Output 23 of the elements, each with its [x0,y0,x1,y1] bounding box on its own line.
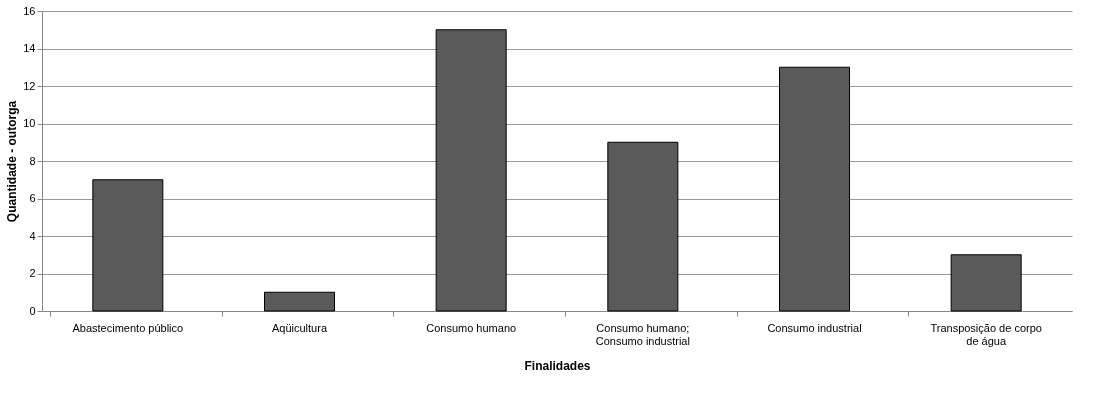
y-tick-label: 4 [29,229,36,242]
y-tick-label: 6 [29,192,36,204]
y-tick-label: 8 [29,154,36,167]
x-tick-label: Aqüicultura [271,321,328,334]
bar [435,29,507,312]
bar [607,141,679,312]
bar [950,254,1022,312]
y-tick-label: 12 [23,79,36,92]
x-tick-label: Consumo industrial [767,321,862,334]
x-tick-label: Consumo humano [426,321,517,334]
y-tick-label: 2 [29,267,36,279]
y-tick-label: 10 [23,117,36,129]
x-axis-title: Finalidades [524,358,591,373]
y-axis-title: Quantidade - outorga [5,100,20,223]
bar [779,66,850,312]
bar [264,291,335,312]
x-tick-label: Consumo humano; Consumo industrial [595,321,690,347]
y-tick-label: 14 [23,42,36,54]
y-tick-label: 16 [23,4,36,17]
x-tick-label: Transposição de corpo de água [930,321,1042,347]
bar [92,179,164,312]
x-tick-label: Abastecimento público [72,321,184,334]
y-tick-label: 0 [29,304,36,317]
